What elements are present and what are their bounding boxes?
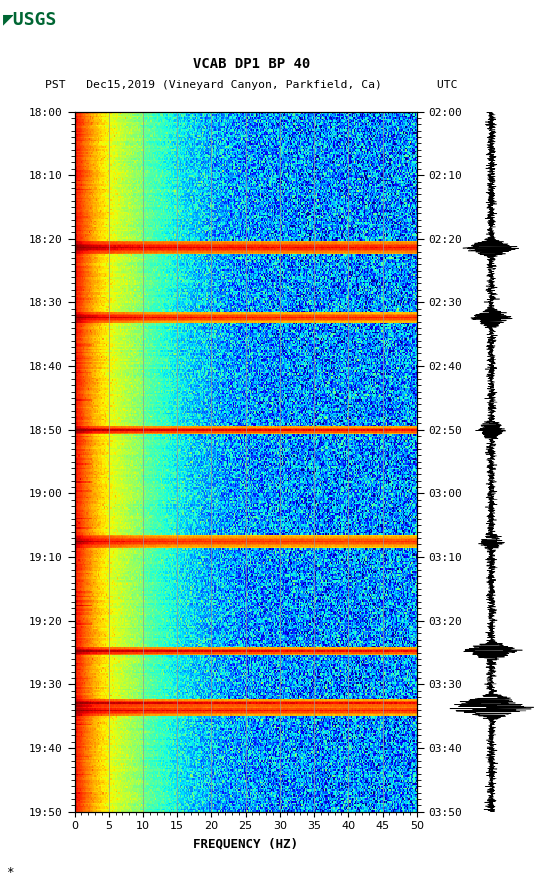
Text: ◤USGS: ◤USGS bbox=[3, 11, 57, 29]
Text: VCAB DP1 BP 40: VCAB DP1 BP 40 bbox=[193, 57, 310, 71]
X-axis label: FREQUENCY (HZ): FREQUENCY (HZ) bbox=[193, 837, 298, 850]
Text: *: * bbox=[6, 866, 13, 879]
Text: PST   Dec15,2019 (Vineyard Canyon, Parkfield, Ca)        UTC: PST Dec15,2019 (Vineyard Canyon, Parkfie… bbox=[45, 79, 458, 90]
